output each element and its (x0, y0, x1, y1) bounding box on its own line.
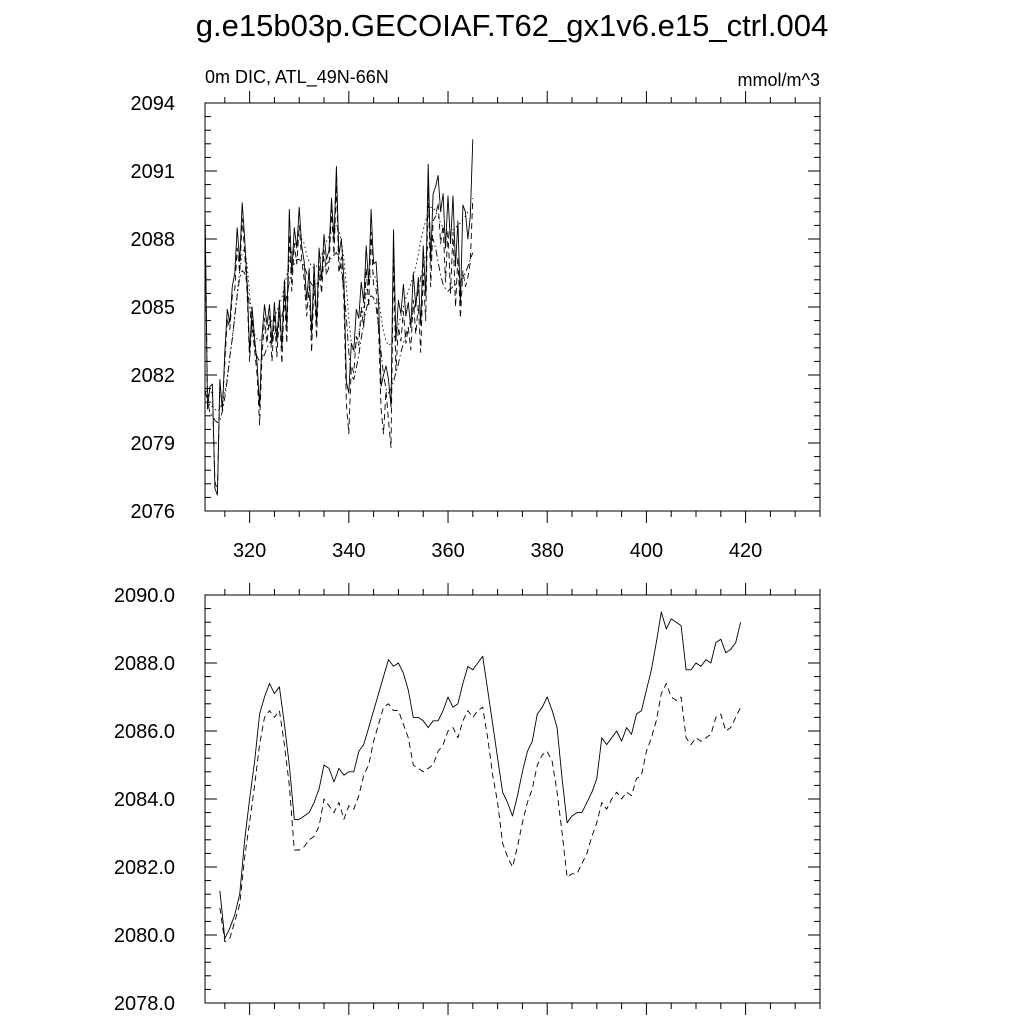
y-tick-label: 2079 (131, 433, 176, 455)
bottom-plot-x-axis (249, 583, 747, 1015)
y-tick-label: 2088.0 (114, 653, 175, 675)
y-tick-label: 2091 (131, 161, 176, 183)
bottom-plot: 2078.0 2080.0 2082.0 2084.0 2086.0 2088.0 2090… (114, 583, 821, 1015)
top-plot-subtitle: 0m DIC, ATL_49N-66N (205, 67, 389, 88)
top-plot-y-axis: 2076 2079 2082 2085 2088 2091 2094 (131, 93, 820, 523)
series-line-solid (204, 139, 474, 496)
bottom-plot-frame (204, 594, 821, 1004)
y-tick-label: 2094 (131, 93, 176, 115)
bottom-plot-minor-ticks (205, 589, 821, 1009)
top-plot: 2076 2079 2082 2085 2088 2091 2094 320 340 360 38… (131, 67, 821, 562)
x-tick-label: 400 (630, 540, 663, 562)
series-line-solid (219, 611, 742, 939)
series-line-dashdot (204, 238, 474, 424)
y-tick-label: 2082 (131, 365, 176, 387)
x-tick-label: 380 (531, 540, 564, 562)
y-tick-label: 2085 (131, 297, 176, 319)
y-tick-label: 2078.0 (114, 993, 175, 1015)
series-line-dashed (219, 682, 742, 943)
top-plot-minor-ticks (205, 97, 821, 517)
y-tick-label: 2088 (131, 229, 176, 251)
x-tick-label: 340 (332, 540, 365, 562)
x-tick-label: 360 (431, 540, 464, 562)
y-tick-label: 2090.0 (114, 585, 175, 607)
x-tick-label: 320 (233, 540, 266, 562)
series-line-dashed (204, 184, 474, 492)
y-tick-label: 2084.0 (114, 789, 175, 811)
y-tick-label: 2086.0 (114, 721, 175, 743)
bottom-plot-y-axis: 2078.0 2080.0 2082.0 2084.0 2086.0 2088.0 2090… (114, 585, 820, 1015)
y-tick-label: 2082.0 (114, 857, 175, 879)
y-tick-label: 2080.0 (114, 925, 175, 947)
bottom-plot-series (219, 611, 742, 943)
x-tick-label: 420 (729, 540, 762, 562)
top-plot-series (204, 139, 474, 496)
top-plot-units-label: mmol/m^3 (738, 70, 820, 90)
figure-title: g.e15b03p.GECOIAF.T62_gx1v6.e15_ctrl.004 (195, 8, 829, 43)
top-plot-x-axis: 320 340 360 380 400 420 (233, 91, 762, 562)
y-tick-label: 2076 (131, 501, 176, 523)
top-plot-frame (204, 102, 821, 512)
